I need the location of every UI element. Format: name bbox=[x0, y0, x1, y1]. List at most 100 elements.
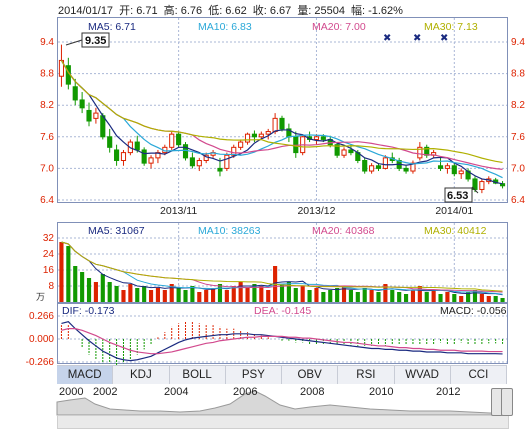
volume-bar[interactable] bbox=[176, 288, 181, 302]
volume-bar[interactable] bbox=[466, 292, 471, 302]
volume-bar[interactable] bbox=[162, 290, 167, 302]
volume-bar[interactable] bbox=[59, 242, 64, 302]
candle-body[interactable] bbox=[279, 117, 285, 130]
volume-bar[interactable] bbox=[383, 284, 388, 302]
candle-body[interactable] bbox=[382, 157, 388, 169]
volume-bar[interactable] bbox=[121, 290, 126, 302]
candle-body[interactable] bbox=[169, 133, 175, 148]
candle-body[interactable] bbox=[437, 165, 444, 169]
candle-body[interactable] bbox=[258, 133, 264, 138]
volume-bar[interactable] bbox=[452, 294, 457, 302]
candle-body[interactable] bbox=[86, 109, 92, 122]
volume-bar[interactable] bbox=[100, 274, 105, 302]
volume-bar[interactable] bbox=[142, 286, 147, 302]
candle-body[interactable] bbox=[189, 157, 195, 167]
candle-body[interactable] bbox=[458, 170, 464, 175]
candle-body[interactable] bbox=[196, 160, 202, 167]
candle-body[interactable] bbox=[134, 141, 140, 151]
volume-bar[interactable] bbox=[369, 290, 374, 302]
candle-body[interactable] bbox=[58, 59, 65, 77]
volume-bar[interactable] bbox=[348, 290, 353, 302]
candle-body[interactable] bbox=[341, 149, 347, 156]
volume-bar[interactable] bbox=[472, 290, 478, 302]
volume-bar[interactable] bbox=[217, 284, 223, 302]
candle-body[interactable] bbox=[410, 162, 416, 172]
candle-body[interactable] bbox=[182, 144, 189, 159]
volume-bar[interactable] bbox=[245, 288, 250, 302]
volume-bar[interactable] bbox=[335, 288, 340, 302]
candle-body[interactable] bbox=[93, 112, 99, 119]
volume-bar[interactable] bbox=[459, 296, 464, 302]
candle-body[interactable] bbox=[148, 157, 154, 164]
volume-bar[interactable] bbox=[114, 286, 119, 302]
volume-bar[interactable] bbox=[231, 286, 236, 302]
event-marker-icon[interactable]: ✖ bbox=[413, 33, 421, 44]
volume-bar[interactable] bbox=[424, 292, 429, 302]
candle-body[interactable] bbox=[141, 149, 147, 164]
volume-bar[interactable] bbox=[224, 290, 229, 302]
candle-body[interactable] bbox=[244, 133, 251, 143]
candle-body[interactable] bbox=[479, 181, 485, 190]
candle-body[interactable] bbox=[362, 160, 368, 172]
volume-bar[interactable] bbox=[148, 290, 154, 302]
candle-body[interactable] bbox=[417, 146, 423, 159]
volume-bar[interactable] bbox=[293, 288, 298, 302]
candle-body[interactable] bbox=[265, 131, 271, 135]
candle-body[interactable] bbox=[224, 154, 230, 169]
candle-body[interactable] bbox=[176, 133, 182, 146]
volume-bar[interactable] bbox=[135, 288, 140, 302]
volume-bar[interactable] bbox=[397, 292, 402, 302]
tab-boll[interactable]: BOLL bbox=[169, 366, 226, 384]
event-marker-icon[interactable]: ✖ bbox=[440, 33, 448, 44]
candle-body[interactable] bbox=[120, 152, 127, 162]
volume-bar[interactable] bbox=[266, 290, 271, 302]
volume-bar[interactable] bbox=[128, 284, 133, 302]
candle-body[interactable] bbox=[348, 149, 354, 154]
volume-bar[interactable] bbox=[500, 298, 505, 302]
volume-bar[interactable] bbox=[300, 286, 305, 302]
tab-kdj[interactable]: KDJ bbox=[113, 366, 170, 384]
candle-body[interactable] bbox=[334, 144, 340, 156]
candle-body[interactable] bbox=[369, 165, 375, 172]
volume-bar[interactable] bbox=[403, 294, 409, 302]
event-marker-icon[interactable]: ✖ bbox=[383, 33, 391, 44]
volume-bar[interactable] bbox=[321, 292, 326, 302]
volume-bar[interactable] bbox=[259, 286, 264, 302]
volume-bar[interactable] bbox=[183, 290, 188, 302]
tab-psy[interactable]: PSY bbox=[225, 366, 282, 384]
volume-bar[interactable] bbox=[66, 246, 71, 302]
volume-bar[interactable] bbox=[390, 290, 395, 302]
candle-body[interactable] bbox=[272, 117, 278, 133]
volume-bar[interactable] bbox=[73, 266, 78, 302]
volume-bar[interactable] bbox=[479, 294, 484, 302]
volume-bar[interactable] bbox=[204, 290, 209, 302]
volume-bar[interactable] bbox=[197, 292, 202, 302]
volume-bar[interactable] bbox=[86, 278, 92, 302]
volume-bar[interactable] bbox=[486, 296, 491, 302]
volume-bar[interactable] bbox=[314, 288, 319, 302]
volume-bar[interactable] bbox=[190, 286, 195, 302]
volume-bar[interactable] bbox=[355, 292, 360, 302]
volume-bar[interactable] bbox=[410, 290, 416, 302]
volume-bar[interactable] bbox=[211, 288, 216, 302]
volume-bar[interactable] bbox=[376, 292, 381, 302]
tab-obv[interactable]: OBV bbox=[282, 366, 339, 384]
volume-bar[interactable] bbox=[362, 288, 367, 302]
candle-body[interactable] bbox=[403, 167, 409, 172]
volume-bar[interactable] bbox=[155, 288, 161, 302]
volume-bar[interactable] bbox=[80, 272, 85, 302]
tab-cci[interactable]: CCI bbox=[450, 366, 507, 384]
candle-body[interactable] bbox=[100, 115, 106, 138]
overview-scrollbar[interactable] bbox=[57, 415, 509, 429]
volume-bar[interactable] bbox=[93, 282, 98, 302]
candle-body[interactable] bbox=[238, 141, 244, 148]
candle-body[interactable] bbox=[313, 136, 320, 140]
volume-bar[interactable] bbox=[307, 290, 312, 302]
volume-bar[interactable] bbox=[438, 294, 443, 302]
volume-bar[interactable] bbox=[107, 282, 112, 302]
candle-body[interactable] bbox=[375, 165, 382, 169]
candle-body[interactable] bbox=[217, 167, 223, 172]
volume-bar[interactable] bbox=[493, 296, 498, 302]
candle-body[interactable] bbox=[451, 165, 457, 175]
tab-rsi[interactable]: RSI bbox=[338, 366, 395, 384]
